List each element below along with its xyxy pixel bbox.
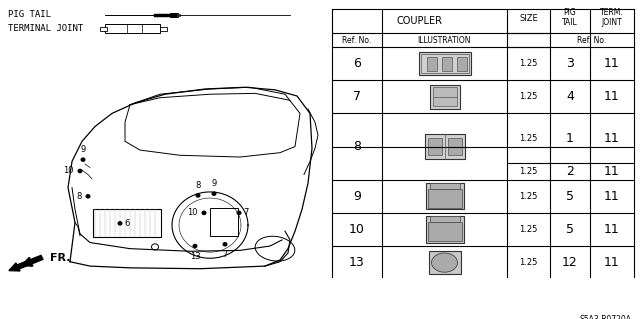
Text: 1.25: 1.25 — [519, 192, 538, 201]
Text: 7: 7 — [243, 208, 248, 217]
Text: ILLUSTRATION: ILLUSTRATION — [418, 36, 471, 45]
Text: TERM.
JOINT: TERM. JOINT — [600, 8, 624, 27]
Text: TERMINAL JOINT: TERMINAL JOINT — [8, 24, 83, 33]
Bar — [170, 13, 178, 17]
Text: PIG TAIL: PIG TAIL — [8, 10, 51, 19]
Text: 9: 9 — [353, 190, 361, 203]
Text: 11: 11 — [604, 256, 620, 269]
Circle shape — [193, 244, 197, 248]
Text: 11: 11 — [604, 90, 620, 103]
Bar — [428, 189, 461, 208]
Text: 6: 6 — [124, 219, 129, 228]
Text: 10: 10 — [63, 167, 74, 175]
Circle shape — [237, 211, 241, 214]
Text: Ref. No.: Ref. No. — [342, 36, 372, 45]
Bar — [210, 208, 238, 235]
Bar — [429, 216, 460, 222]
Bar — [332, 9, 634, 271]
Bar — [426, 216, 463, 242]
Text: 11: 11 — [604, 223, 620, 236]
Bar — [105, 25, 160, 33]
Text: COUPLER: COUPLER — [397, 16, 442, 26]
Text: 1.25: 1.25 — [519, 59, 538, 68]
Circle shape — [118, 222, 122, 225]
Text: 11: 11 — [604, 190, 620, 203]
Text: SIZE: SIZE — [519, 14, 538, 23]
Circle shape — [78, 169, 82, 173]
Bar — [447, 138, 461, 155]
Bar — [428, 222, 461, 241]
Text: 9: 9 — [211, 180, 216, 189]
Bar — [456, 57, 467, 71]
Circle shape — [81, 158, 85, 161]
Bar — [429, 251, 461, 274]
Text: 2: 2 — [566, 165, 574, 178]
Bar — [442, 57, 451, 71]
Text: 8: 8 — [353, 140, 361, 153]
Bar — [426, 57, 436, 71]
Circle shape — [202, 211, 206, 214]
Bar — [420, 54, 468, 73]
Bar — [424, 134, 465, 159]
Bar — [433, 87, 456, 107]
Text: 10: 10 — [188, 208, 198, 217]
Text: S5A3-B0720A: S5A3-B0720A — [580, 315, 632, 319]
Text: 1.25: 1.25 — [519, 134, 538, 143]
FancyArrow shape — [9, 256, 43, 271]
Ellipse shape — [431, 253, 458, 272]
Bar — [428, 138, 442, 155]
Text: 1.25: 1.25 — [519, 225, 538, 234]
Bar — [160, 26, 167, 31]
Text: 11: 11 — [604, 165, 620, 178]
Bar — [507, 33, 550, 47]
Text: 1.25: 1.25 — [519, 92, 538, 101]
Bar — [429, 183, 460, 189]
Text: 10: 10 — [349, 223, 365, 236]
Text: FR.: FR. — [50, 253, 70, 263]
Text: 13: 13 — [349, 256, 365, 269]
Text: PIG
TAIL: PIG TAIL — [562, 8, 578, 27]
Text: 11: 11 — [604, 132, 620, 145]
Text: 11: 11 — [604, 57, 620, 70]
Text: 3: 3 — [566, 57, 574, 70]
Text: 7: 7 — [353, 90, 361, 103]
Bar — [93, 209, 161, 237]
Bar — [426, 183, 463, 209]
Text: 13: 13 — [189, 252, 200, 261]
Bar — [175, 13, 180, 16]
Text: Ref. No.: Ref. No. — [577, 36, 607, 45]
Circle shape — [223, 243, 227, 246]
Text: 8: 8 — [195, 181, 201, 190]
Text: 5: 5 — [566, 223, 574, 236]
Bar — [419, 52, 470, 75]
Circle shape — [196, 194, 200, 197]
Circle shape — [86, 195, 90, 198]
Text: 1.25: 1.25 — [519, 167, 538, 176]
Text: 6: 6 — [353, 57, 361, 70]
Circle shape — [212, 192, 216, 195]
Text: 12: 12 — [562, 256, 578, 269]
Bar — [100, 26, 107, 31]
Text: 5: 5 — [566, 190, 574, 203]
Text: 7: 7 — [222, 250, 228, 259]
Text: 9: 9 — [81, 145, 86, 154]
Text: 4: 4 — [566, 90, 574, 103]
Text: 1.25: 1.25 — [519, 258, 538, 267]
Text: 8: 8 — [77, 192, 82, 201]
Circle shape — [152, 244, 159, 250]
Text: 1: 1 — [566, 132, 574, 145]
Bar — [429, 85, 460, 109]
